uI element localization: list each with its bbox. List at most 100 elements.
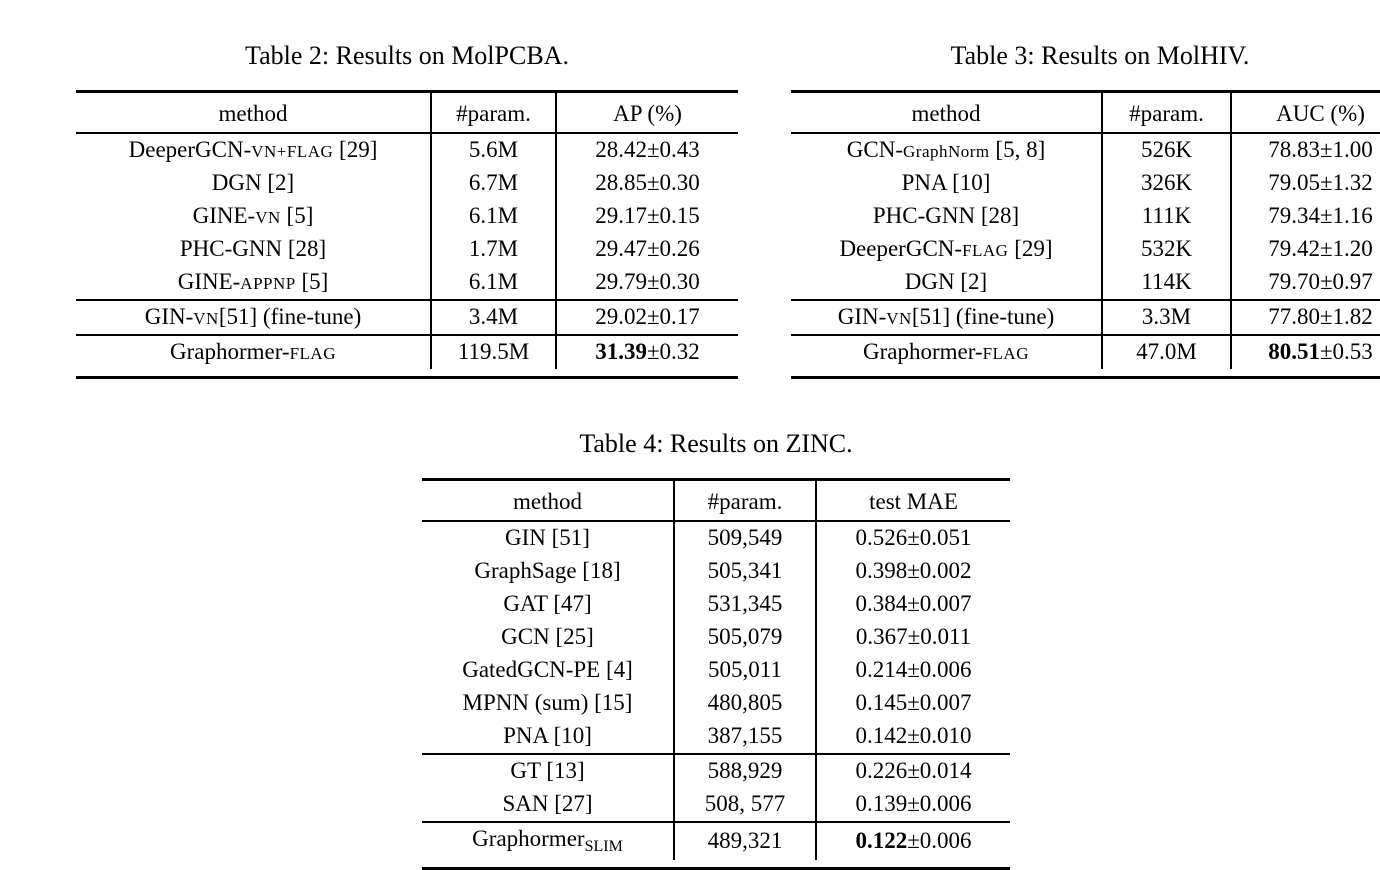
text: 28.85±0.30 [595, 170, 700, 195]
text: GIN- [837, 304, 887, 329]
param-cell: 526K [1101, 133, 1231, 167]
text: 79.42±1.20 [1268, 236, 1373, 261]
result-cell: 0.122±0.006 [815, 821, 1010, 860]
column-header: AP (%) [555, 93, 738, 134]
table-row: PNA [10] 387,155 0.142±0.010 [422, 720, 1010, 754]
result-cell: 28.85±0.30 [555, 167, 738, 200]
text: ±0.32 [646, 339, 700, 364]
result-cell: 79.05±1.32 [1230, 167, 1380, 200]
smallcaps-text: VN [193, 309, 219, 328]
table-rules-box: method #param. test MAE GIN [51] 509,549 0.52… [422, 478, 1010, 870]
text: 29.79±0.30 [595, 269, 700, 294]
method-cell: Graphormer-FLAG [76, 334, 431, 369]
text: 0.226±0.014 [855, 758, 972, 783]
table-row: DeeperGCN-VN+FLAG [29] 5.6M 28.42±0.43 [76, 133, 738, 167]
table-row: GT [13] 588,929 0.226±0.014 [422, 753, 1010, 788]
result-cell: 79.42±1.20 [1230, 233, 1380, 266]
smallcaps-text: FLAG [982, 344, 1029, 363]
text: GCN [25] [501, 624, 594, 649]
result-cell: 0.398±0.002 [815, 555, 1010, 588]
method-cell: MPNN (sum) [15] [422, 687, 674, 720]
result-cell: 77.80±1.82 [1230, 299, 1380, 335]
result-cell: 29.79±0.30 [555, 266, 738, 300]
param-cell: 588,929 [673, 753, 816, 788]
text: GINE- [177, 269, 241, 294]
column-header: method [791, 93, 1102, 134]
param-cell: 47.0M [1101, 334, 1231, 369]
table-row: Graphormer-FLAG 119.5M 31.39±0.32 [76, 334, 738, 369]
text: Graphormer [472, 826, 585, 851]
method-cell: GIN-VN[51] (fine-tune) [791, 299, 1102, 335]
text: 29.02±0.17 [595, 304, 700, 329]
text: GIN [51] [505, 525, 590, 550]
smallcaps-text: FLAG [962, 241, 1009, 260]
result-cell: 79.34±1.16 [1230, 200, 1380, 233]
text: 77.80±1.82 [1268, 304, 1373, 329]
table-row: GraphormerSLIM 489,321 0.122±0.006 [422, 821, 1010, 860]
table-row: GatedGCN-PE [4] 505,011 0.214±0.006 [422, 654, 1010, 687]
table-row: GraphSage [18] 505,341 0.398±0.002 [422, 555, 1010, 588]
table-row: GIN-VN[51] (fine-tune) 3.3M 77.80±1.82 [791, 299, 1380, 335]
text: 0.139±0.006 [855, 791, 972, 816]
text: 79.34±1.16 [1268, 203, 1373, 228]
column-header: method [76, 93, 431, 134]
result-cell: 0.214±0.006 [815, 654, 1010, 687]
results-table-zinc: method #param. test MAE GIN [51] 509,549 0.52… [422, 481, 1010, 860]
smallcaps-text: FLAG [289, 344, 336, 363]
method-cell: Graphormer-FLAG [791, 334, 1102, 369]
method-cell: GIN-VN[51] (fine-tune) [76, 299, 431, 335]
text: GraphSage [18] [474, 558, 621, 583]
text: GCN- [846, 137, 903, 162]
text: [5] [280, 203, 314, 228]
smallcaps-text: VN+FLAG [251, 142, 334, 161]
results-table-molpcba: method #param. AP (%) DeeperGCN-VN+FLAG [29… [76, 93, 738, 369]
param-cell: 387,155 [673, 720, 816, 754]
method-cell: DGN [2] [76, 167, 431, 200]
results-table-molhiv: method #param. AUC (%) GCN-GraphNorm [5, 8]… [791, 93, 1380, 369]
method-cell: PHC-GNN [28] [791, 200, 1102, 233]
table-caption-molpcba: Table 2: Results on MolPCBA. [245, 41, 569, 70]
method-cell: GINE-APPNP [5] [76, 266, 431, 300]
text: [5, 8] [989, 137, 1046, 162]
param-cell: 6.1M [430, 266, 556, 300]
method-cell: SAN [27] [422, 788, 674, 822]
bold-value: 80.51 [1268, 339, 1320, 364]
table-row: PNA [10] 326K 79.05±1.32 [791, 167, 1380, 200]
method-cell: GCN [25] [422, 621, 674, 654]
column-header: #param. [1101, 93, 1231, 134]
param-cell: 505,079 [673, 621, 816, 654]
text: PNA [10] [503, 723, 592, 748]
result-cell: 78.83±1.00 [1230, 133, 1380, 167]
param-cell: 6.1M [430, 200, 556, 233]
param-cell: 509,549 [673, 521, 816, 555]
table-caption-molhiv: Table 3: Results on MolHIV. [950, 41, 1250, 70]
text: 0.526±0.051 [855, 525, 972, 550]
method-cell: DeeperGCN-VN+FLAG [29] [76, 133, 431, 167]
method-cell: PNA [10] [791, 167, 1102, 200]
text: PHC-GNN [28] [872, 203, 1020, 228]
text: ±0.53 [1319, 339, 1373, 364]
table-row: GCN-GraphNorm [5, 8] 526K 78.83±1.00 [791, 133, 1380, 167]
table-row: GIN [51] 509,549 0.526±0.051 [422, 521, 1010, 555]
method-cell: GINE-VN [5] [76, 200, 431, 233]
text: 0.367±0.011 [855, 624, 972, 649]
result-cell: 0.139±0.006 [815, 788, 1010, 822]
column-header: #param. [673, 481, 816, 522]
param-cell: 480,805 [673, 687, 816, 720]
result-cell: 79.70±0.97 [1230, 266, 1380, 300]
text: 78.83±1.00 [1268, 137, 1373, 162]
result-cell: 0.226±0.014 [815, 753, 1010, 788]
text: SAN [27] [502, 791, 593, 816]
method-cell: DGN [2] [791, 266, 1102, 300]
param-cell: 505,011 [673, 654, 816, 687]
result-cell: 0.526±0.051 [815, 521, 1010, 555]
text: ±0.006 [907, 828, 972, 853]
table-row: Graphormer-FLAG 47.0M 80.51±0.53 [791, 334, 1380, 369]
table-row: SAN [27] 508, 577 0.139±0.006 [422, 788, 1010, 822]
table-row: DGN [2] 6.7M 28.85±0.30 [76, 167, 738, 200]
table-row: GINE-APPNP [5] 6.1M 29.79±0.30 [76, 266, 738, 300]
method-cell: GAT [47] [422, 588, 674, 621]
header-row: method #param. test MAE [422, 481, 1010, 522]
table-row: PHC-GNN [28] 111K 79.34±1.16 [791, 200, 1380, 233]
